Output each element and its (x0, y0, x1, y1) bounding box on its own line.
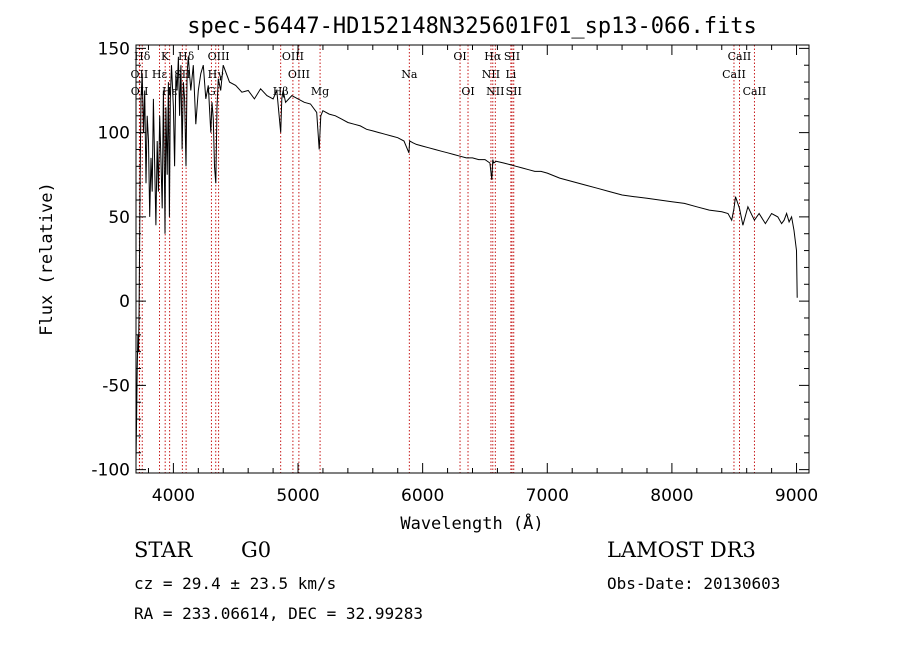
line-label-OII: OII (131, 68, 149, 81)
line-label-Hδ: Hδ (178, 50, 195, 63)
line-label-NII: NII (486, 85, 504, 98)
object-class: STAR (134, 538, 193, 562)
line-label-Na: Na (401, 68, 418, 81)
line-label-G: G (207, 85, 216, 98)
line-label-OIII: OIII (288, 68, 310, 81)
y-tick-label: 50 (108, 208, 130, 228)
spectral-subclass: G0 (241, 538, 272, 562)
line-label-OI: OI (453, 50, 466, 63)
flux-series-line (135, 56, 798, 462)
x-tick-label: 6000 (401, 486, 444, 506)
line-label-OI: OI (461, 85, 474, 98)
line-label-CaII: CaII (728, 50, 752, 63)
x-axis-label: Wavelength (Å) (400, 512, 543, 534)
survey-name: LAMOST DR3 (607, 538, 756, 562)
x-tick-label: 5000 (276, 486, 319, 506)
line-label-Mg: Mg (311, 85, 329, 98)
line-label-OIII: OIII (208, 50, 230, 63)
x-tick-label: 4000 (152, 486, 195, 506)
y-axis-label: Flux (relative) (37, 182, 57, 336)
line-label-OII: OII (131, 85, 149, 98)
y-tick-label: -50 (102, 376, 130, 396)
y-tick-label: 150 (98, 39, 130, 59)
line-label-Hγ: Hγ (208, 68, 225, 81)
x-tick-label: 7000 (526, 486, 569, 506)
line-label-K: K (161, 50, 170, 63)
coordinates: RA = 233.06614, DEC = 32.99283 (134, 604, 423, 623)
y-tick-label: 100 (98, 124, 130, 144)
x-axis-ticks: 4000 5000 6000 7000 8000 9000 (147, 45, 818, 506)
y-tick-label: -100 (91, 461, 130, 481)
line-label-Hε: Hε (162, 85, 178, 98)
line-label-Hβ: Hβ (273, 85, 289, 98)
plot-frame (135, 44, 810, 474)
spectral-line-markers (138, 45, 755, 473)
line-label-SII: SII (506, 85, 522, 98)
line-label-CaII: CaII (743, 85, 767, 98)
redshift-velocity: cz = 29.4 ± 23.5 km/s (134, 574, 337, 593)
line-label-Li: Li (505, 68, 516, 81)
line-label-NII: NII (482, 68, 500, 81)
y-tick-label: 0 (119, 292, 130, 312)
spectral-line-labels: Hδ OII OII K Hε Hε SII Hδ OIII Hγ G OIII OIII Hβ Mg Na O… (131, 50, 767, 98)
x-tick-label: 9000 (775, 486, 818, 506)
line-label-CaII: CaII (722, 68, 746, 81)
line-label-SII: SII (504, 50, 520, 63)
y-axis-ticks: -100 -50 0 50 100 150 (91, 39, 809, 481)
x-tick-label: 8000 (650, 486, 693, 506)
line-label-Hδ: Hδ (134, 50, 151, 63)
observation-date: Obs-Date: 20130603 (607, 574, 781, 593)
line-label-Hε: Hε (152, 68, 168, 81)
line-label-Hα: Hα (484, 50, 502, 63)
line-label-OIII: OIII (282, 50, 304, 63)
chart-title: spec-56447-HD152148N325601F01_sp13-066.f… (187, 14, 757, 39)
